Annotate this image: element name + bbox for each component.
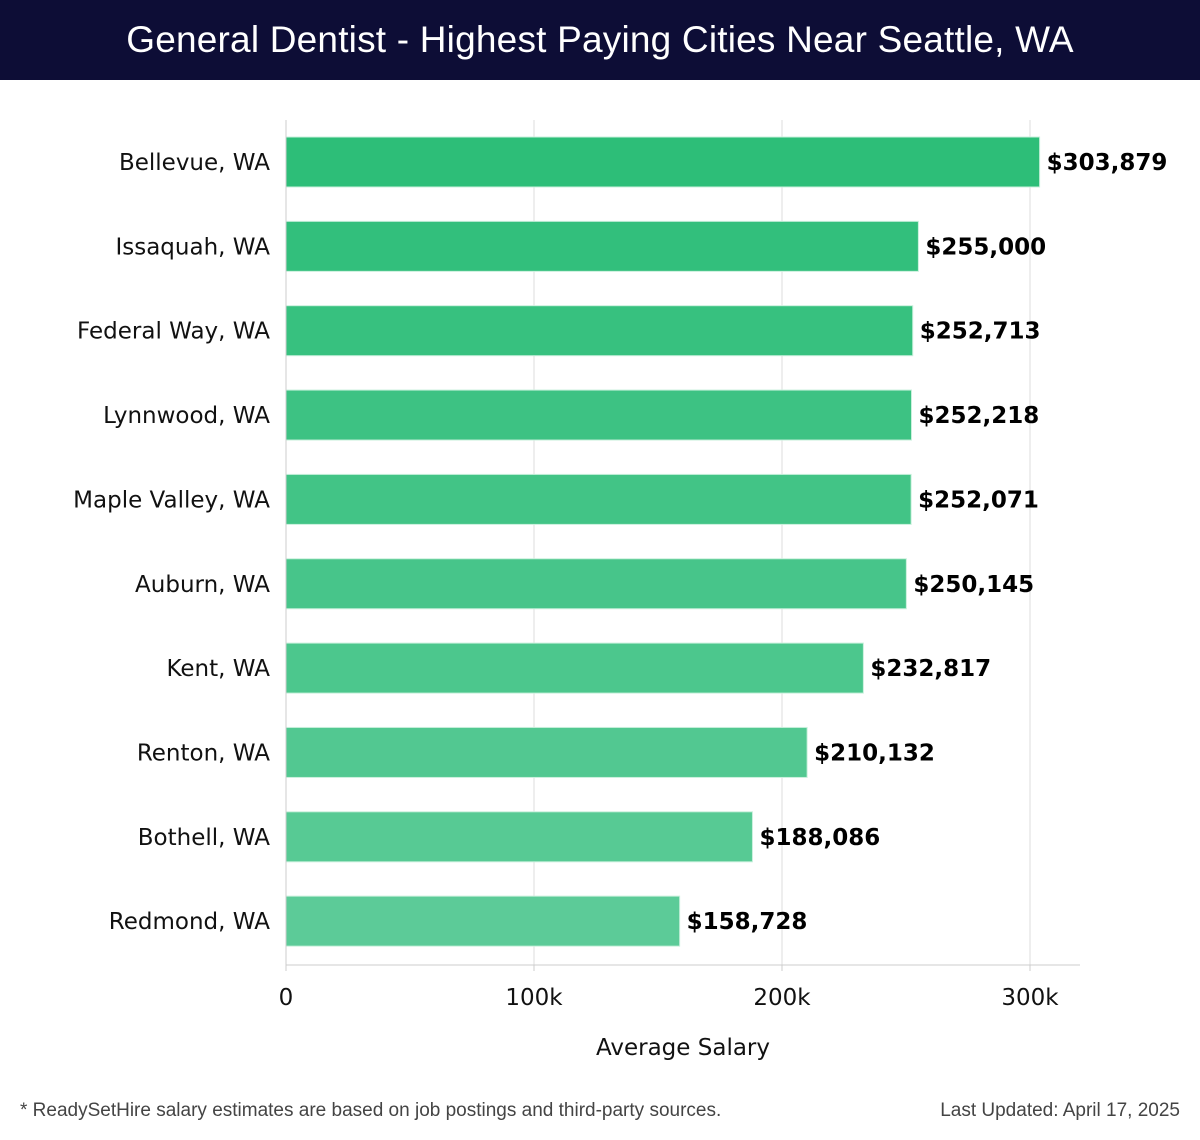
value-label: $210,132 [814, 740, 935, 766]
bar [285, 895, 681, 947]
last-updated: Last Updated: April 17, 2025 [940, 1100, 1180, 1121]
footer-note: * ReadySetHire salary estimates are base… [20, 1100, 722, 1121]
chart-header: General Dentist - Highest Paying Cities … [0, 0, 1200, 80]
x-tick-label: 0 [279, 985, 294, 1011]
category-label: Renton, WA [137, 740, 270, 766]
bar [285, 305, 914, 357]
category-label: Issaquah, WA [115, 234, 270, 260]
value-label: $303,879 [1047, 150, 1168, 176]
bar [285, 136, 1041, 188]
value-label: $188,086 [759, 825, 880, 851]
x-tick-label: 300k [1001, 985, 1059, 1011]
axes: 0 100k 200k 300k [279, 120, 1080, 1011]
value-label: $255,000 [925, 234, 1046, 260]
value-label: $252,218 [919, 403, 1040, 429]
bar [285, 473, 912, 525]
value-label: $232,817 [870, 656, 991, 682]
category-label: Redmond, WA [109, 909, 270, 935]
bar [285, 811, 753, 863]
category-label: Bellevue, WA [119, 150, 270, 176]
x-tick-label: 200k [753, 985, 811, 1011]
chart-title: General Dentist - Highest Paying Cities … [126, 19, 1074, 60]
bar [285, 558, 907, 610]
category-label: Federal Way, WA [77, 319, 270, 345]
category-label: Kent, WA [166, 656, 270, 682]
category-label: Auburn, WA [135, 572, 270, 598]
bar [285, 642, 864, 694]
x-tick-label: 100k [505, 985, 563, 1011]
bar [285, 220, 919, 272]
bars [285, 136, 1041, 947]
value-label: $250,145 [913, 572, 1034, 598]
value-label: $158,728 [687, 909, 808, 935]
value-label: $252,713 [920, 319, 1041, 345]
labels: Bellevue, WA $303,879 Issaquah, WA $255,000… [73, 150, 1167, 935]
category-label: Bothell, WA [138, 825, 270, 851]
bar [285, 389, 913, 441]
category-label: Lynnwood, WA [103, 403, 270, 429]
bar [285, 726, 808, 778]
category-label: Maple Valley, WA [73, 487, 270, 513]
value-label: $252,071 [918, 487, 1039, 513]
bar-chart: 0 100k 200k 300k Bellevue, WA $303,879 Issaqu… [73, 120, 1167, 1061]
x-axis-title: Average Salary [596, 1035, 770, 1061]
